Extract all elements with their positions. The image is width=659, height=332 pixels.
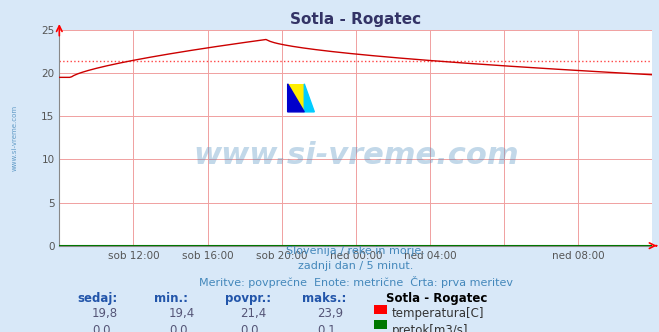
- Polygon shape: [287, 84, 304, 112]
- Title: Sotla - Rogatec: Sotla - Rogatec: [291, 12, 421, 27]
- Text: Slovenija / reke in morje.: Slovenija / reke in morje.: [287, 246, 425, 256]
- Polygon shape: [304, 84, 314, 112]
- Text: 0,1: 0,1: [318, 324, 336, 332]
- Text: povpr.:: povpr.:: [225, 292, 272, 305]
- Text: min.:: min.:: [154, 292, 188, 305]
- Text: zadnji dan / 5 minut.: zadnji dan / 5 minut.: [298, 261, 414, 271]
- Bar: [374, 320, 387, 329]
- Text: Meritve: povprečne  Enote: metrične  Črta: prva meritev: Meritve: povprečne Enote: metrične Črta:…: [199, 276, 513, 288]
- Text: 21,4: 21,4: [241, 307, 266, 320]
- Text: 19,8: 19,8: [92, 307, 118, 320]
- Text: sedaj:: sedaj:: [77, 292, 117, 305]
- Bar: [287, 84, 304, 112]
- Text: temperatura[C]: temperatura[C]: [391, 307, 484, 320]
- Text: pretok[m3/s]: pretok[m3/s]: [391, 324, 468, 332]
- Text: www.si-vreme.com: www.si-vreme.com: [12, 105, 18, 171]
- Text: 0,0: 0,0: [169, 324, 188, 332]
- Bar: [374, 305, 387, 314]
- Text: 0,0: 0,0: [92, 324, 111, 332]
- Text: 0,0: 0,0: [241, 324, 259, 332]
- Text: www.si-vreme.com: www.si-vreme.com: [193, 140, 519, 170]
- Text: maks.:: maks.:: [302, 292, 347, 305]
- Text: 23,9: 23,9: [318, 307, 343, 320]
- Text: Sotla - Rogatec: Sotla - Rogatec: [386, 292, 487, 305]
- Text: 19,4: 19,4: [169, 307, 195, 320]
